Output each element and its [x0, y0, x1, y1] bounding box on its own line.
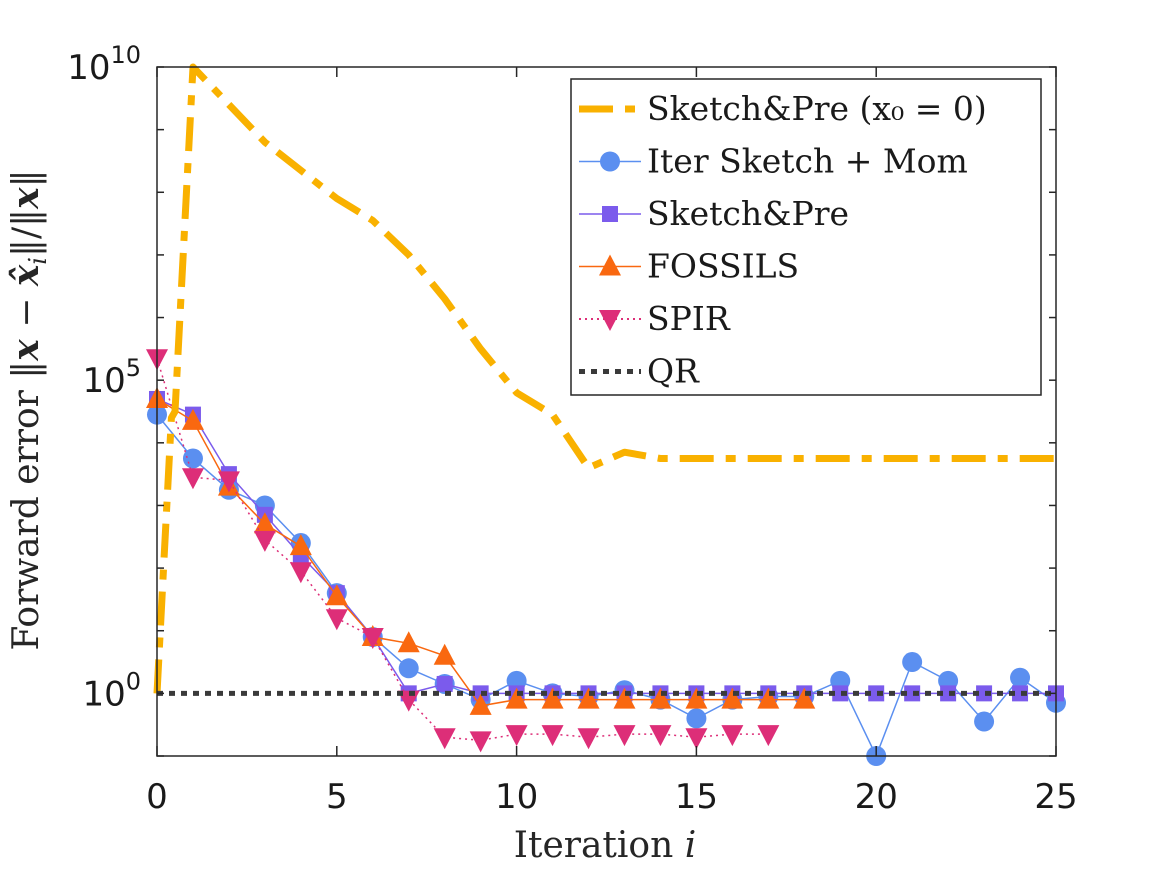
data-point [721, 725, 744, 747]
x-tick-label: 25 [1034, 777, 1077, 817]
data-point [686, 708, 707, 729]
data-point [757, 725, 780, 747]
data-point [793, 687, 816, 709]
series-fossils [146, 386, 816, 715]
axes-frame [156, 66, 1057, 757]
x-axis-title: Iteration i [514, 825, 696, 866]
legend-label: Sketch&Pre [647, 194, 849, 233]
data-point [469, 731, 492, 753]
y-tick-label: 100 [82, 667, 141, 714]
data-point [472, 685, 489, 702]
x-tick-label: 5 [326, 777, 348, 817]
data-point [541, 687, 564, 709]
data-point [398, 658, 419, 679]
data-point [181, 468, 204, 490]
data-point [685, 728, 708, 750]
data-point [613, 725, 636, 747]
data-point [757, 687, 780, 709]
data-point [289, 562, 312, 584]
x-tick-label: 15 [675, 777, 718, 817]
data-point [217, 471, 240, 493]
data-point [541, 725, 564, 747]
legend-label: Sketch&Pre (x₀ = 0) [647, 89, 987, 128]
data-point [832, 685, 849, 702]
data-point [649, 725, 672, 747]
legend-item: FOSSILS [579, 247, 799, 286]
data-point [868, 685, 885, 702]
legend-marker [600, 151, 620, 172]
data-point [685, 687, 708, 709]
y-tick-label: 105 [82, 354, 141, 401]
data-point [577, 687, 600, 709]
data-point [433, 643, 456, 665]
svg-text:Forward error ‖x − x̂i‖/‖x‖: Forward error ‖x − x̂i‖/‖x‖ [5, 169, 52, 650]
data-point [505, 687, 528, 709]
legend-item: Iter Sketch + Mom [579, 142, 968, 181]
data-point [974, 711, 995, 732]
data-point [325, 609, 348, 631]
x-tick-label: 10 [495, 777, 538, 817]
data-point [577, 728, 600, 750]
series-line [153, 63, 1056, 694]
data-point [976, 685, 993, 702]
legend: Sketch&Pre (x₀ = 0) Iter Sketch + Mom Sket… [570, 78, 1042, 396]
data-point [613, 687, 636, 709]
data-point [721, 687, 744, 709]
data-point [649, 687, 672, 709]
legend-item: Sketch&Pre [579, 194, 849, 233]
legend-label: QR [647, 352, 700, 391]
data-point [289, 534, 312, 556]
legend-label: FOSSILS [647, 247, 799, 286]
data-point [325, 584, 348, 606]
x-tick-label: 20 [855, 777, 898, 817]
data-point [361, 627, 384, 649]
series-layer [146, 63, 1066, 766]
data-point [433, 728, 456, 750]
legend-item: Sketch&Pre (x₀ = 0) [579, 89, 987, 128]
data-point [1012, 685, 1029, 702]
data-point [505, 725, 528, 747]
data-point [182, 448, 203, 469]
data-point [469, 693, 492, 715]
x-tick-label: 0 [146, 777, 168, 817]
legend-label: SPIR [647, 299, 731, 338]
legend-marker [602, 206, 618, 222]
data-point [181, 408, 204, 430]
data-point [940, 685, 957, 702]
data-point [253, 530, 276, 552]
data-point [902, 652, 923, 673]
y-tick-label: 1010 [67, 41, 141, 88]
data-point [436, 675, 453, 692]
axes: 0 5 10 15 20 25 100 105 1010 [67, 41, 1077, 817]
data-point [1010, 667, 1031, 688]
legend-item: QR [579, 352, 700, 391]
legend-marker [599, 310, 621, 331]
y-axis-title: Forward error ‖x − x̂i‖/‖x‖ [5, 169, 52, 650]
legend-item: SPIR [579, 299, 731, 338]
legend-label: Iter Sketch + Mom [647, 142, 968, 181]
data-point [904, 685, 921, 702]
legend-box [570, 78, 1042, 396]
data-point [397, 631, 420, 653]
legend-marker [599, 254, 621, 276]
series-sketch-pre-x-0- [153, 63, 1056, 694]
data-point [253, 512, 276, 534]
